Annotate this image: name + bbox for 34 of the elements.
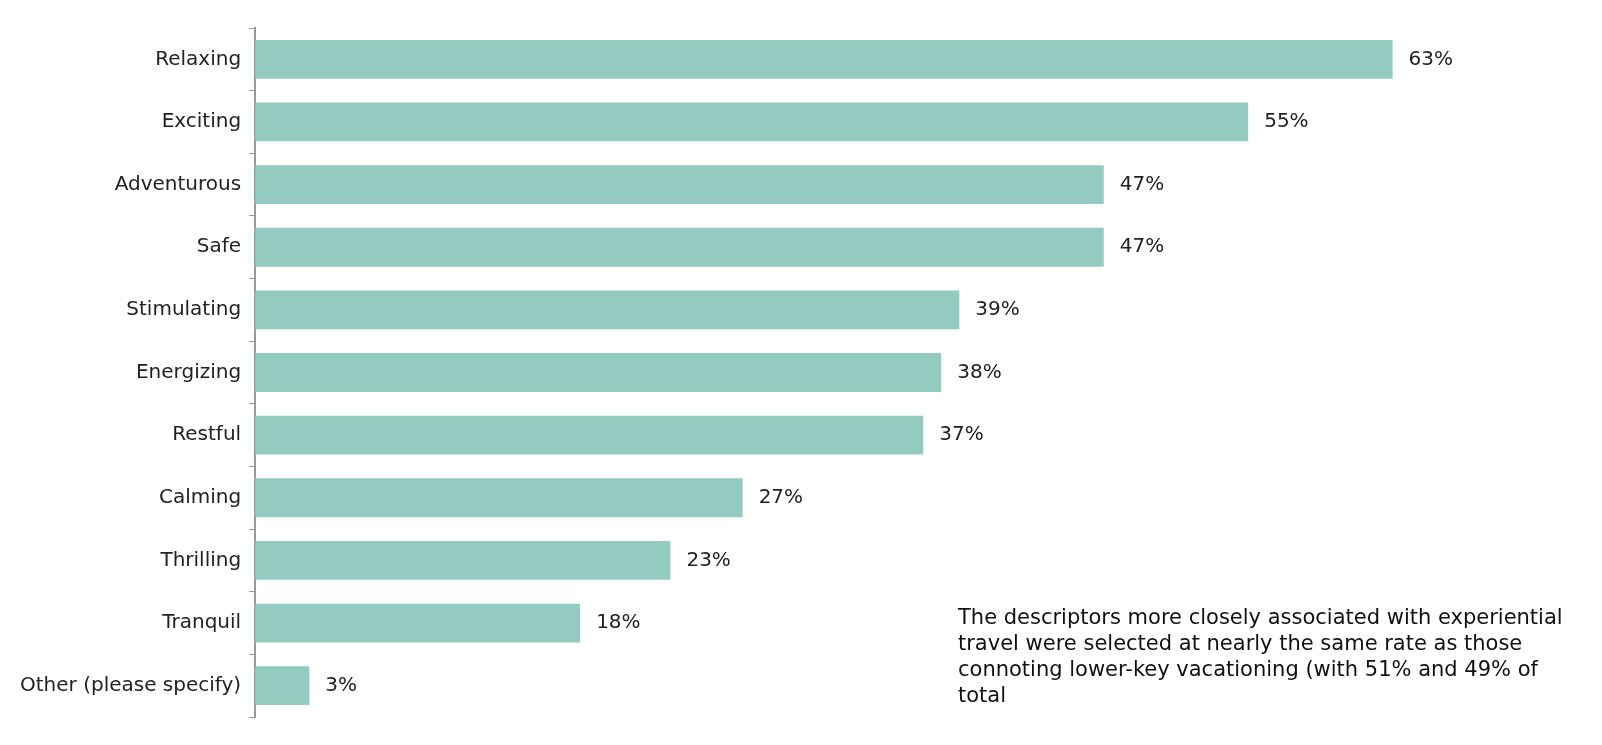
data-label: 27%	[758, 483, 804, 508]
y-tick-label: Calming	[158, 483, 242, 508]
y-tick-label: Other (please specify)	[19, 671, 242, 696]
data-label: 18%	[596, 609, 641, 634]
data-label: 23%	[686, 546, 731, 571]
y-tick-label: Exciting	[161, 108, 242, 133]
data-label: 39%	[975, 296, 1020, 321]
bar	[255, 603, 581, 643]
bar	[255, 353, 942, 392]
data-label: 47%	[1119, 233, 1165, 258]
y-tick-label: Thrilling	[159, 546, 242, 571]
data-label: 37%	[939, 421, 984, 446]
bar	[255, 102, 1249, 142]
data-label: 3%	[325, 671, 358, 696]
data-label: 63%	[1408, 45, 1454, 70]
bar	[255, 227, 1104, 267]
y-tick-label: Energizing	[135, 358, 242, 383]
annotation: The descriptors more closely associated with experiential travel were selected at nearly the same rate as those connoting lower-key vacationing (with 51% and 49% of total	[958, 604, 1588, 708]
y-tick-label: Restful	[172, 421, 242, 446]
bar	[255, 415, 924, 455]
data-label: 38%	[957, 358, 1002, 383]
data-label: 47%	[1119, 170, 1165, 195]
y-tick-label: Safe	[196, 233, 242, 258]
data-label: 55%	[1264, 108, 1309, 133]
bar	[255, 290, 960, 330]
y-tick-label: Tranquil	[161, 609, 242, 634]
y-tick-label: Relaxing	[155, 45, 242, 70]
y-tick-label: Adventurous	[114, 170, 242, 195]
y-tick-label: Stimulating	[126, 296, 242, 321]
bar	[255, 165, 1104, 205]
bar	[255, 39, 1393, 79]
bar	[255, 666, 310, 706]
bar	[255, 540, 671, 580]
bar	[255, 478, 743, 518]
